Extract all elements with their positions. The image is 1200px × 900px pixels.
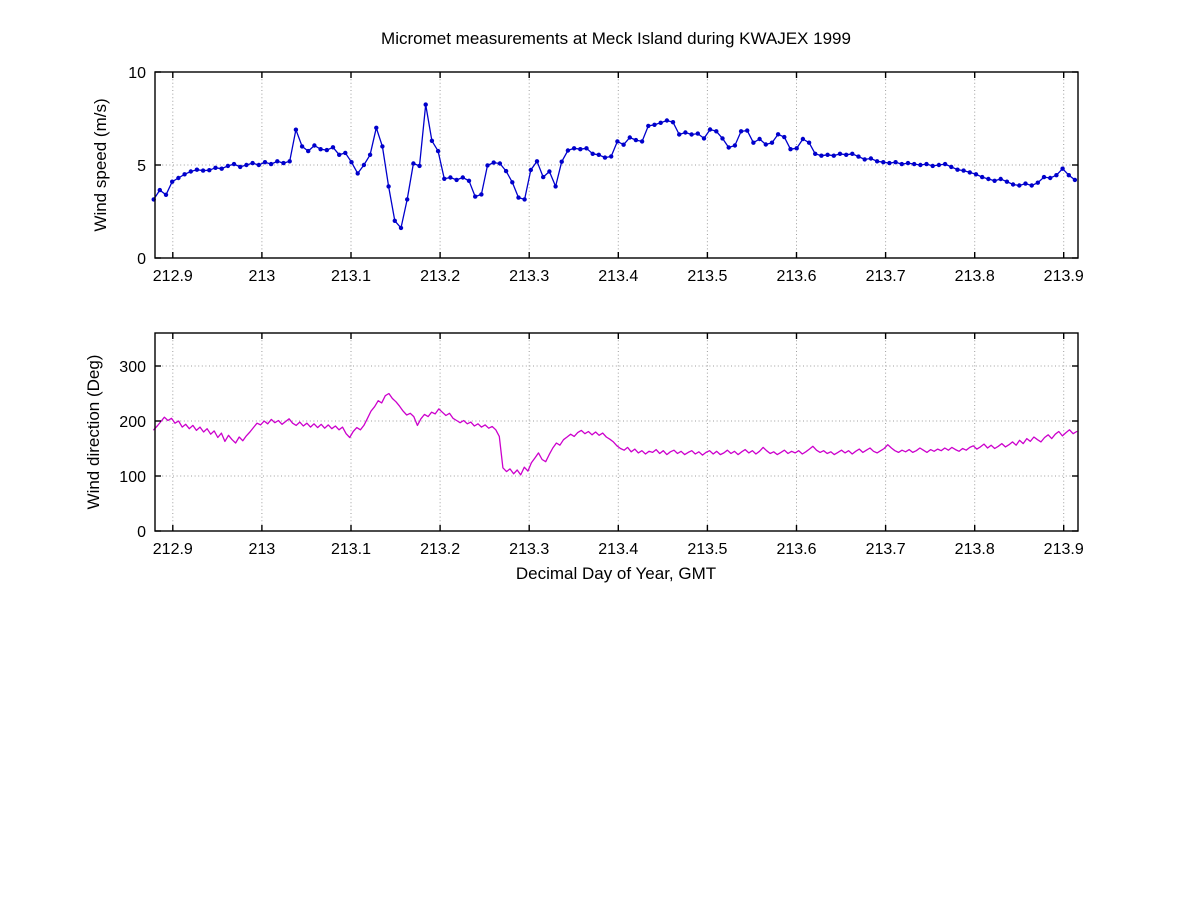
wind-direction-ylabel: Wind direction (Deg) xyxy=(84,355,103,510)
y-tick-label: 5 xyxy=(137,158,146,175)
y-tick-label: 0 xyxy=(137,251,146,268)
tick-labels: 212.9 213 213.1 213.2 213.3 213.4 213.5 213.6 21… xyxy=(119,359,1084,558)
plot-area xyxy=(155,333,1078,531)
x-tick-label: 213.5 xyxy=(687,541,727,558)
wind-direction-chart: 212.9 213 213.1 213.2 213.3 213.4 213.5 213.6 21… xyxy=(119,332,1084,558)
x-tick-label: 213.2 xyxy=(420,268,460,285)
x-tick-label: 213.4 xyxy=(598,268,638,285)
y-tick-label: 0 xyxy=(137,524,146,541)
y-tick-label: 300 xyxy=(119,359,146,376)
axes-box xyxy=(154,332,1079,532)
x-tick-label: 213.1 xyxy=(331,541,371,558)
figure-title: Micromet measurements at Meck Island dur… xyxy=(381,29,851,48)
x-tick-label: 213.7 xyxy=(866,268,906,285)
wind-speed-ylabel: Wind speed (m/s) xyxy=(91,98,110,231)
wind-speed-markers xyxy=(151,102,1078,231)
x-tick-label: 213.3 xyxy=(509,268,549,285)
x-axis-label: Decimal Day of Year, GMT xyxy=(516,564,716,583)
x-tick-label: 213.5 xyxy=(687,268,727,285)
x-tick-label: 213 xyxy=(249,268,276,285)
wind-speed-chart: 212.9 213 213.1 213.2 213.3 213.4 213.5 213.6 21… xyxy=(128,65,1084,285)
y-tick-label: 100 xyxy=(119,469,146,486)
x-tick-label: 213 xyxy=(249,541,276,558)
x-tick-label: 213.1 xyxy=(331,268,371,285)
wind-direction-line xyxy=(153,392,1078,476)
x-tick-label: 213.8 xyxy=(955,268,995,285)
x-tick-label: 213.6 xyxy=(776,268,816,285)
x-tick-label: 213.6 xyxy=(776,541,816,558)
x-tick-label: 212.9 xyxy=(153,541,193,558)
x-tick-label: 213.9 xyxy=(1044,541,1084,558)
y-tick-label: 200 xyxy=(119,414,146,431)
x-tick-label: 213.3 xyxy=(509,541,549,558)
x-tick-label: 212.9 xyxy=(153,268,193,285)
x-tick-label: 213.9 xyxy=(1044,268,1084,285)
y-tick-label: 10 xyxy=(128,65,146,82)
tick-labels: 212.9 213 213.1 213.2 213.3 213.4 213.5 213.6 21… xyxy=(128,65,1084,285)
x-tick-label: 213.2 xyxy=(420,541,460,558)
x-tick-label: 213.7 xyxy=(866,541,906,558)
x-tick-label: 213.8 xyxy=(955,541,995,558)
axes-box xyxy=(154,71,1079,259)
x-tick-label: 213.4 xyxy=(598,541,638,558)
